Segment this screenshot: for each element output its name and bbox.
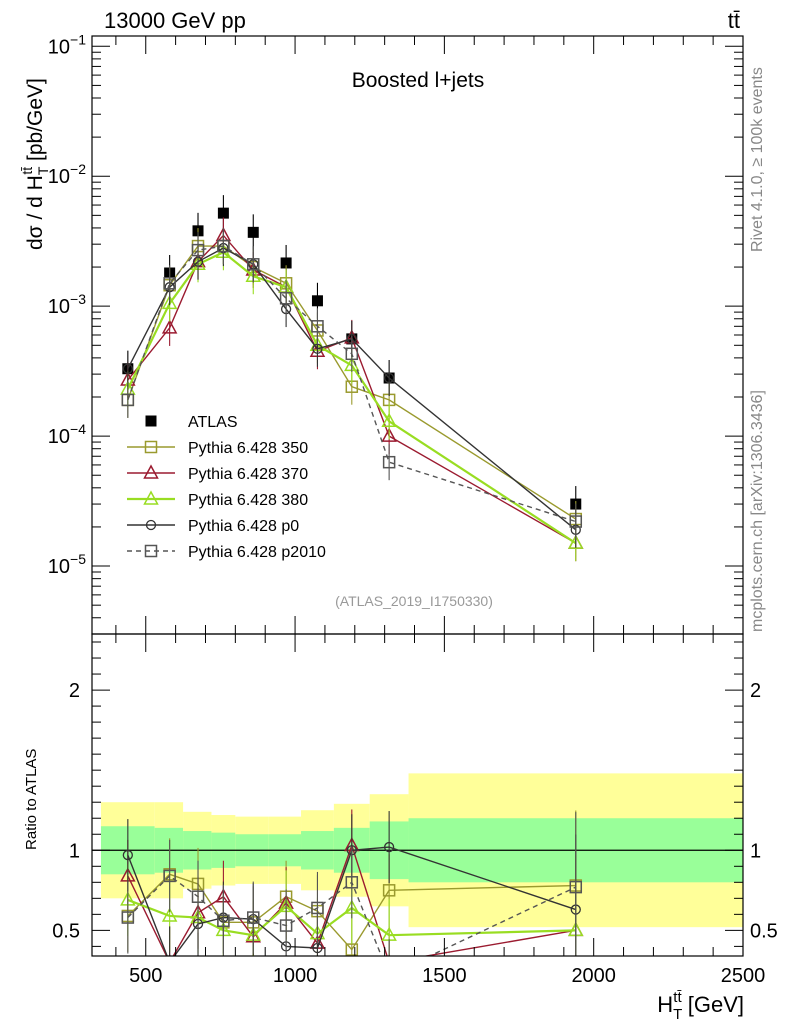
legend-label-1: Pythia 6.428 350 xyxy=(188,440,308,457)
ratio-line-0 xyxy=(127,873,576,951)
data-point-0-3 xyxy=(217,207,229,219)
legend-label-3: Pythia 6.428 380 xyxy=(188,492,308,509)
ratio-line-3 xyxy=(127,846,576,956)
legend-marker-1 xyxy=(144,440,158,454)
ratio-line-2 xyxy=(127,898,576,937)
data-point-3-8 xyxy=(381,412,397,428)
ratio-point-1-1 xyxy=(168,953,171,956)
x-tick-label-2: 1500 xyxy=(422,965,467,987)
side-label-top: Rivet 4.1.0, ≥ 100k events xyxy=(749,67,766,252)
x-tick-label-3: 2000 xyxy=(571,965,616,987)
ratio-point-4-0 xyxy=(121,911,135,924)
ratio-point-3-8 xyxy=(383,841,395,853)
series-line-4 xyxy=(127,247,577,531)
main-data-layer xyxy=(120,195,584,562)
ratio-point-4-2 xyxy=(191,890,205,903)
legend-label-0: ATLAS xyxy=(188,414,238,431)
main-ytick-label-4: 10−1 xyxy=(48,31,86,58)
legend-label-2: Pythia 6.428 370 xyxy=(188,466,308,483)
main-ytick-label-3: 10−2 xyxy=(48,161,86,188)
ratio-point-2-1 xyxy=(161,907,178,922)
ratio-point-0-8 xyxy=(382,884,396,897)
main-panel: 10−5 10−4 10−3 10−2 10−1 Boosted l+jets (ATL… xyxy=(19,31,744,635)
main-ytick-label-1: 10−4 xyxy=(48,421,86,448)
legend: ATLAS Pythia 6.428 350 Pythia 6.428 370 Pyt… xyxy=(127,414,326,561)
energy-label: 13000 GeV pp xyxy=(104,8,246,33)
data-point-5-3 xyxy=(217,239,230,253)
ratio-ytick-label-right-2: 2 xyxy=(750,680,761,702)
ratio-point-0-7 xyxy=(345,943,359,956)
data-point-0-5 xyxy=(280,257,292,269)
ratio-y-axis-label: Ratio to ATLAS xyxy=(23,749,40,850)
legend-marker-3 xyxy=(143,490,159,505)
ratio-point-4-9 xyxy=(569,880,583,894)
data-point-5-8 xyxy=(382,455,396,469)
legend-marker-0 xyxy=(145,415,157,427)
data-point-4-8 xyxy=(383,372,395,384)
ratio-ytick-label-right-0: 0.5 xyxy=(750,920,778,942)
ratio-point-4-5 xyxy=(279,919,293,932)
legend-marker-4 xyxy=(145,519,157,531)
data-point-3-1 xyxy=(161,294,178,310)
ratio-point-4-7 xyxy=(345,876,359,889)
ratio-point-3-1 xyxy=(165,958,174,967)
ratio-point-4-6 xyxy=(311,901,324,915)
legend-label-4: Pythia 6.428 p0 xyxy=(188,518,299,535)
data-point-0-6 xyxy=(311,295,323,307)
ratio-ytick-label-right-1: 1 xyxy=(750,840,761,862)
ratio-data-layer xyxy=(120,809,584,981)
side-label-bottom: mcplots.cern.ch [arXiv:1306.3436] xyxy=(749,390,766,632)
ratio-frame xyxy=(91,633,744,957)
chart-title: Boosted l+jets xyxy=(352,69,485,92)
analysis-id: (ATLAS_2019_I1750330) xyxy=(335,593,493,609)
ratio-ytick-label-left-2: 2 xyxy=(69,680,80,702)
ratio-point-3-0 xyxy=(122,849,133,861)
data-point-5-9 xyxy=(569,515,583,528)
data-point-5-2 xyxy=(191,243,205,257)
ratio-line-4 xyxy=(127,874,577,956)
data-point-5-1 xyxy=(163,277,176,290)
ratio-axes: 0.5 0.51 12 2500 1000 1500 2000 2500 xyxy=(52,633,778,987)
data-point-0-4 xyxy=(247,226,259,238)
data-point-2-1 xyxy=(161,319,178,334)
x-tick-label-1: 1000 xyxy=(273,965,318,987)
series-line-5 xyxy=(127,245,576,523)
legend-label-5: Pythia 6.428 p2010 xyxy=(188,544,326,561)
ratio-ytick-label-left-0: 0.5 xyxy=(52,920,80,942)
process-label: tt̄ xyxy=(728,8,740,33)
ratio-point-1-8 xyxy=(387,953,391,956)
data-point-3-9 xyxy=(568,534,584,549)
x-axis-label: HTtt̄ [GeV] xyxy=(657,989,744,1023)
data-point-2-8 xyxy=(381,427,397,442)
main-ytick-label-2: 10−3 xyxy=(48,291,86,318)
data-point-5-6 xyxy=(311,320,324,333)
data-point-5-7 xyxy=(345,347,359,361)
main-ytick-label-0: 10−5 xyxy=(48,551,86,578)
data-point-5-5 xyxy=(279,292,293,305)
series-line-2 xyxy=(127,234,577,544)
x-tick-label-0: 500 xyxy=(129,965,162,987)
data-point-5-4 xyxy=(247,258,260,271)
legend-marker-2 xyxy=(143,464,159,479)
ratio-point-4-1 xyxy=(163,869,176,883)
ratio-point-4-4 xyxy=(247,911,260,924)
main-y-axis-label: dσ / d HTtt̄ [pb/GeV] xyxy=(19,78,51,250)
data-point-4-0 xyxy=(122,363,133,374)
ratio-point-4-8 xyxy=(384,970,395,981)
ratio-panel: 0.5 0.51 12 2500 1000 1500 2000 2500 Ratio to A… xyxy=(23,633,778,1023)
data-point-5-0 xyxy=(121,393,135,407)
ratio-uncertainty-bands xyxy=(92,773,743,928)
ratio-point-4-3 xyxy=(217,914,230,928)
legend-marker-5 xyxy=(144,544,158,558)
ratio-ytick-label-left-1: 1 xyxy=(69,840,80,862)
x-tick-label-4: 2500 xyxy=(721,965,766,987)
